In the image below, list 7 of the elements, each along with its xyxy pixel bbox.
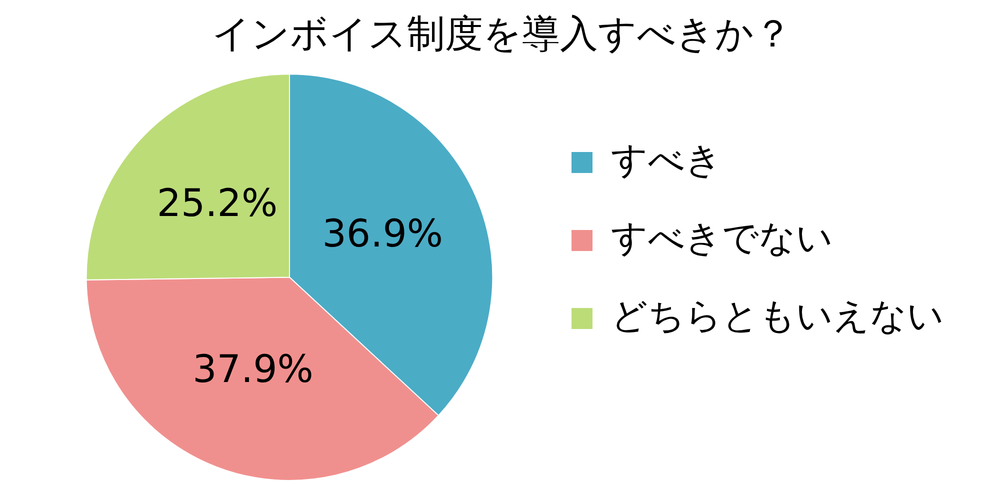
data-label: 25.2%	[156, 180, 278, 225]
chart-title: インボイス制度を導入すべきか？	[212, 12, 792, 56]
legend-label: すべき	[611, 140, 722, 181]
data-label: 37.9%	[192, 346, 314, 391]
legend-label: すべきでない	[611, 218, 833, 259]
data-label: 36.9%	[322, 212, 443, 256]
legend-label: どちらともいえない	[611, 296, 944, 337]
